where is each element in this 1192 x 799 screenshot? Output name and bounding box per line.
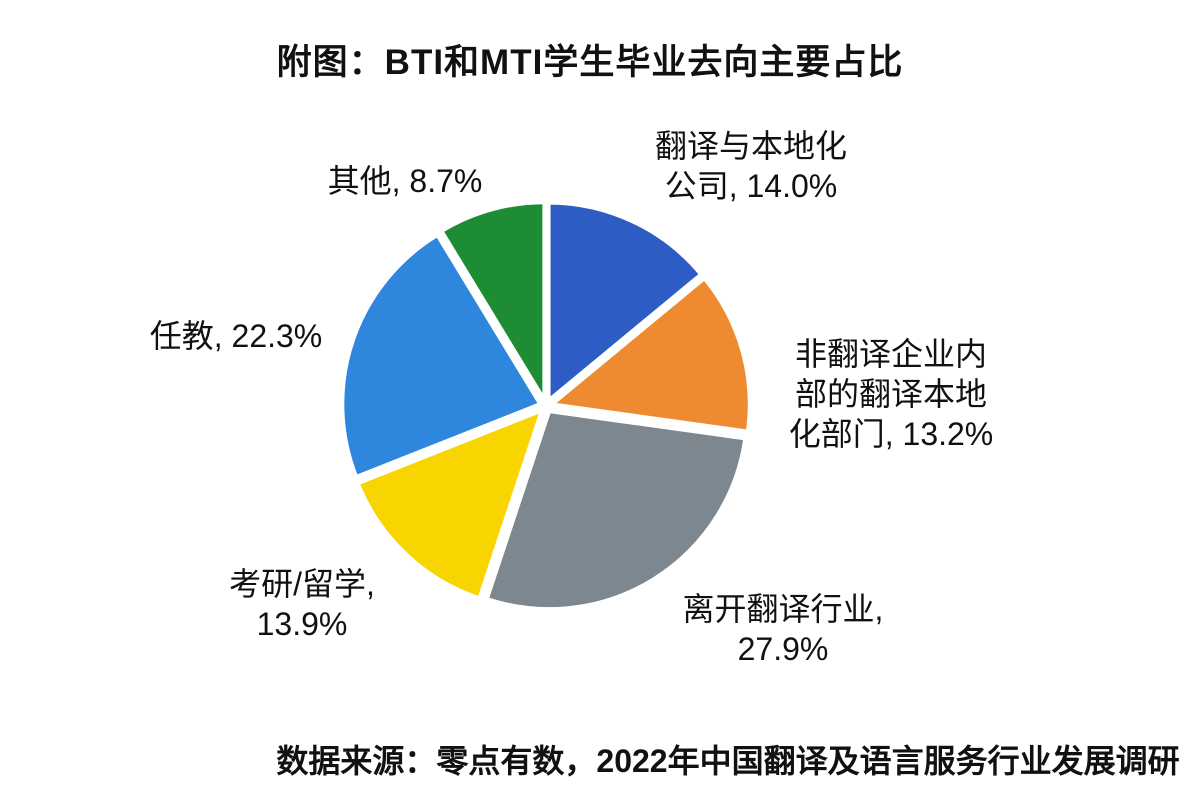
pie-slice-5 [340,232,543,479]
slice-label-line: 其他, 8.7% [327,163,483,199]
slice-label-teaching: 任教, 22.3% [150,316,323,356]
slice-label-nontranslation-internal-dept: 非翻译企业内 部的翻译本地 化部门, 13.2% [789,334,994,454]
slice-label-translation-localization-company: 翻译与本地化 公司, 14.0% [655,126,847,206]
slice-label-line: 翻译与本地化 [654,128,848,164]
chart-title: 附图：BTI和MTI学生毕业去向主要占比 [276,43,904,82]
slice-label-line: 27.9% [737,631,829,667]
pie-slice-4 [355,408,544,601]
slice-label-line: 离开翻译行业, [682,591,884,627]
slice-label-line: 考研/留学, [229,566,375,602]
slice-label-other: 其他, 8.7% [328,161,483,201]
pie-slice-6 [439,200,547,403]
data-source-note: 数据来源：零点有数，2022年中国翻译及语言服务行业发展调研 [276,743,1180,779]
slice-label-leave-industry: 离开翻译行业, 27.9% [683,589,884,669]
slice-label-line: 化部门, 13.2% [788,416,994,452]
slice-label-grad-study-abroad: 考研/留学, 13.9% [229,564,375,644]
pie-slice-1 [546,200,704,403]
pie-slice-3 [484,409,748,612]
slice-label-line: 13.9% [256,606,348,642]
slice-label-line: 任教, 22.3% [149,318,323,354]
pie-slice-2 [549,276,752,434]
slice-label-line: 部的翻译本地 [794,376,987,412]
slice-label-line: 公司, 14.0% [664,168,838,204]
slice-label-line: 非翻译企业内 [794,336,987,372]
